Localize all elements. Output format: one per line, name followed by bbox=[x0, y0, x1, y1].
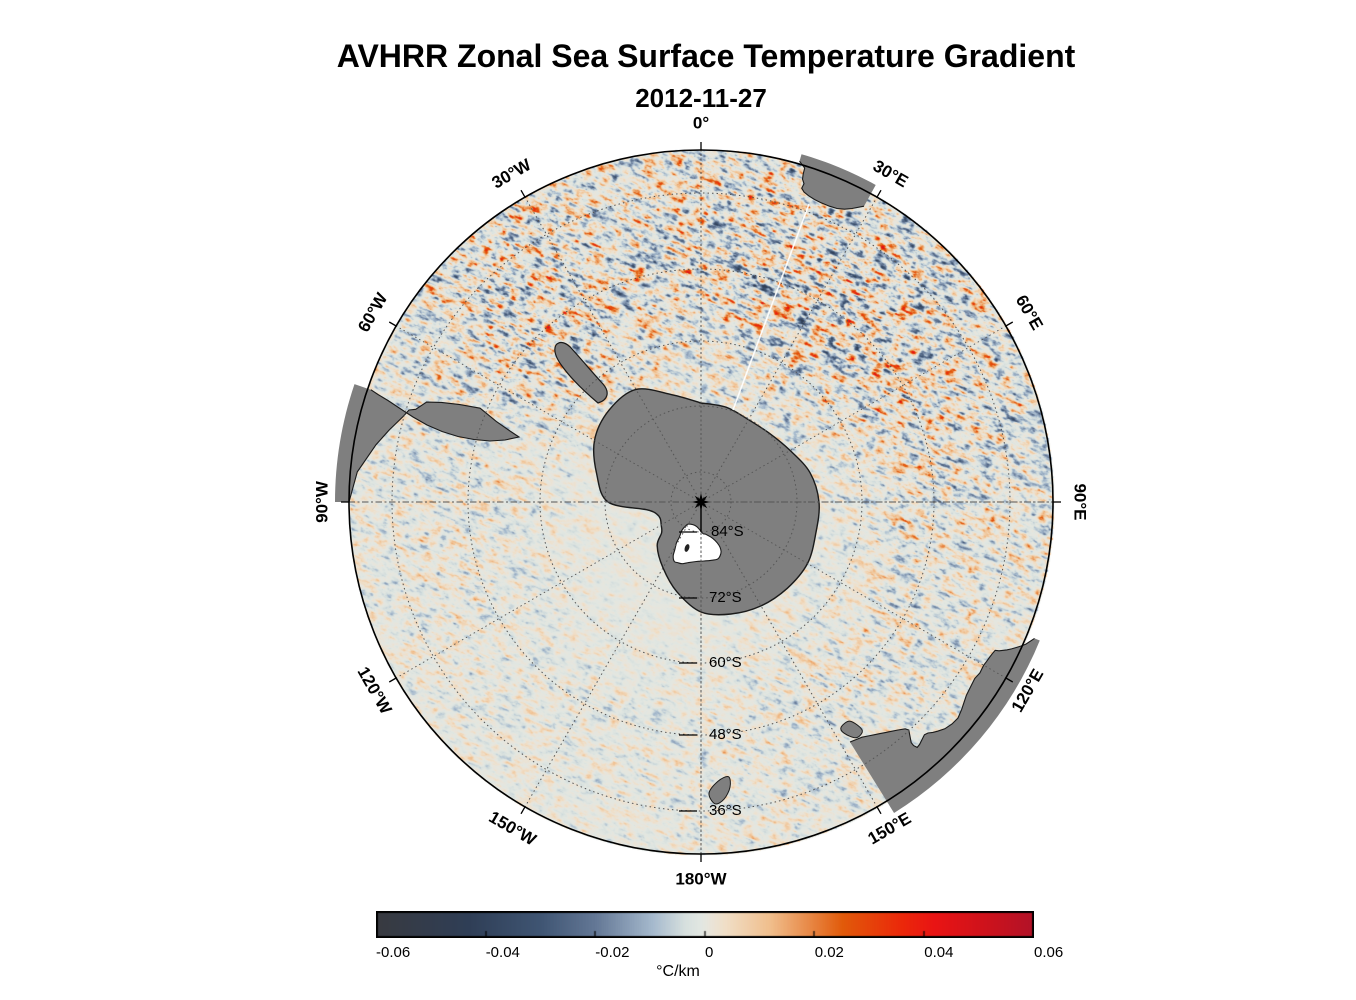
svg-text:48°S: 48°S bbox=[709, 726, 742, 743]
svg-text:60°W: 60°W bbox=[354, 289, 392, 335]
svg-text:0°: 0° bbox=[693, 113, 709, 132]
svg-text:84°S: 84°S bbox=[711, 523, 744, 540]
svg-text:30°W: 30°W bbox=[489, 155, 535, 193]
svg-text:180°W: 180°W bbox=[675, 869, 727, 888]
svg-text:72°S: 72°S bbox=[709, 589, 742, 606]
svg-text:120°W: 120°W bbox=[353, 664, 396, 719]
svg-text:90°E: 90°E bbox=[1071, 483, 1090, 520]
svg-text:36°S: 36°S bbox=[709, 802, 742, 819]
svg-text:30°E: 30°E bbox=[870, 156, 912, 191]
svg-text:60°E: 60°E bbox=[1012, 292, 1047, 334]
svg-text:90°W: 90°W bbox=[312, 480, 331, 523]
svg-text:150°W: 150°W bbox=[486, 807, 541, 850]
svg-text:60°S: 60°S bbox=[709, 654, 742, 671]
svg-text:150°E: 150°E bbox=[865, 809, 915, 849]
